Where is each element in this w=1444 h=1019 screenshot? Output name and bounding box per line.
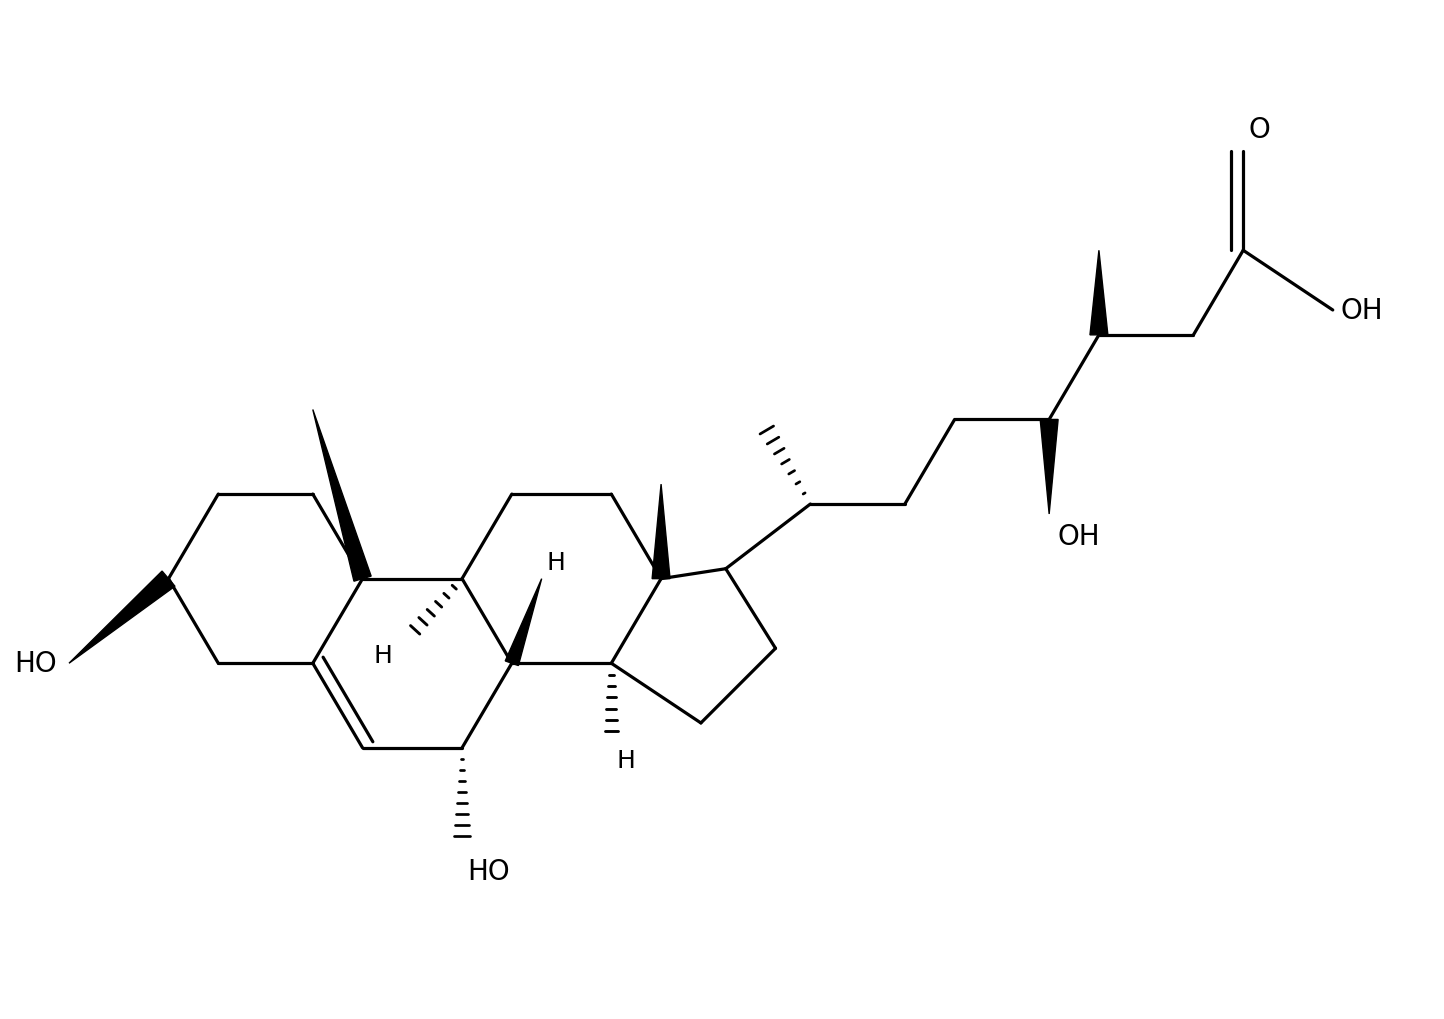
Polygon shape: [505, 579, 542, 665]
Polygon shape: [653, 485, 670, 579]
Text: H: H: [374, 644, 393, 667]
Text: H: H: [617, 748, 635, 772]
Polygon shape: [1040, 420, 1058, 515]
Polygon shape: [313, 410, 371, 582]
Text: O: O: [1248, 116, 1269, 144]
Polygon shape: [69, 572, 175, 663]
Text: OH: OH: [1340, 297, 1383, 325]
Text: HO: HO: [466, 857, 510, 886]
Text: HO: HO: [14, 649, 58, 678]
Text: H: H: [547, 550, 566, 574]
Text: OH: OH: [1057, 523, 1100, 550]
Polygon shape: [1090, 251, 1108, 335]
